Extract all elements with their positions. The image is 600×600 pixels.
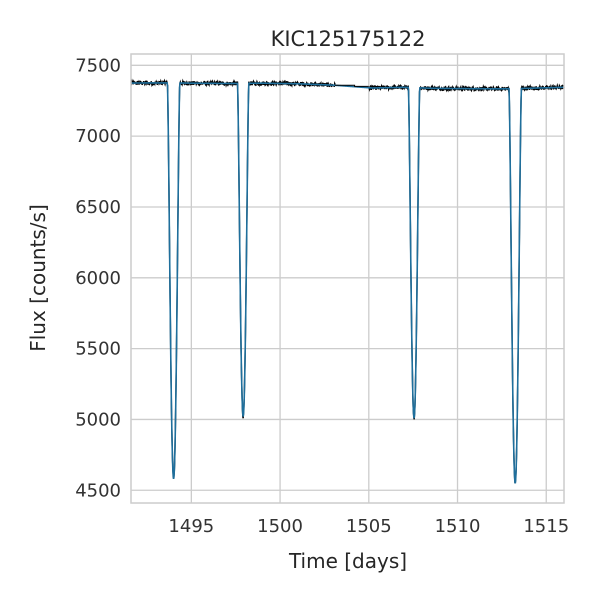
y-tick-label: 4500: [75, 480, 121, 501]
y-tick-label: 6500: [75, 197, 121, 218]
y-axis-label: Flux [counts/s]: [26, 204, 50, 352]
chart-title: KIC125175122: [271, 27, 426, 51]
plot-area-frame: [130, 53, 565, 504]
x-tick-label: 1515: [523, 516, 569, 537]
x-tick-labels: 1495 1500 1505 1510 1515: [168, 516, 569, 537]
gap-connector: [335, 84, 369, 87]
y-tick-label: 5500: [75, 339, 121, 360]
y-tick-label: 6000: [75, 268, 121, 289]
data-layer: [130, 78, 565, 484]
grid-lines: [131, 54, 564, 503]
x-tick-label: 1510: [435, 516, 481, 537]
x-axis-label: Time [days]: [288, 549, 407, 573]
y-tick-label: 5000: [75, 409, 121, 430]
x-tick-label: 1500: [257, 516, 303, 537]
y-tick-label: 7000: [75, 126, 121, 147]
x-tick-label: 1505: [346, 516, 392, 537]
flux-model-line: [130, 82, 565, 484]
x-tick-label: 1495: [168, 516, 214, 537]
y-tick-label: 7500: [75, 55, 121, 76]
y-tick-labels: 4500 5000 5500 6000 6500 7000 7500: [75, 55, 121, 501]
flux-data-series: [130, 78, 565, 484]
